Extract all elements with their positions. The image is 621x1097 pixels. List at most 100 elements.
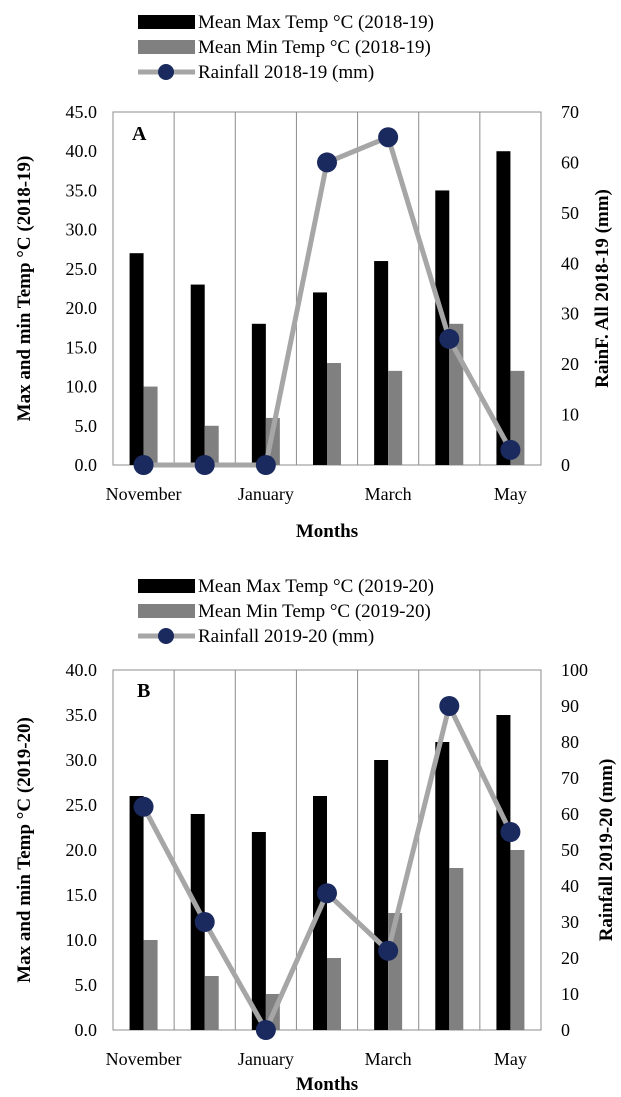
- x-axis-title: Months: [296, 1074, 358, 1095]
- max-temp-bar: [251, 832, 266, 1030]
- x-tick-label: May: [494, 1049, 527, 1069]
- y2-tick-label: 10: [561, 984, 579, 1004]
- x-tick-label: November: [106, 484, 182, 504]
- rainfall-point: [255, 455, 276, 475]
- y-tick-label: 35.0: [66, 180, 98, 200]
- min-temp-bar: [388, 370, 403, 465]
- y-tick-label: 10.0: [66, 377, 98, 397]
- legend-swatch: [138, 15, 195, 29]
- legend-swatch: [138, 604, 195, 618]
- min-temp-bar: [143, 940, 158, 1030]
- max-temp-bar: [496, 151, 511, 465]
- y2-axis-title: RainF. All 2018-19 (mm): [592, 189, 613, 388]
- y2-tick-label: 40: [561, 876, 579, 896]
- max-temp-bar: [435, 742, 450, 1030]
- y-tick-label: 0.0: [75, 1020, 98, 1040]
- max-temp-bar: [129, 796, 144, 1030]
- rainfall-point: [439, 696, 460, 716]
- y-tick-label: 35.0: [66, 705, 98, 725]
- rainfall-point: [378, 127, 399, 148]
- y-tick-label: 30.0: [66, 220, 98, 240]
- max-temp-bar: [496, 715, 511, 1030]
- max-temp-bar: [435, 190, 450, 465]
- y-tick-label: 30.0: [66, 750, 98, 770]
- y-tick-label: 5.0: [75, 416, 98, 436]
- chart-panel-a: 0.0 5.0 10.0 15.0 20.0 25.0 30.0 35.0 40.0 45.0 0 1…: [14, 12, 613, 542]
- y2-tick-label: 70: [561, 102, 579, 122]
- y-tick-label: 20.0: [66, 298, 98, 318]
- min-temp-bar: [204, 425, 219, 465]
- y-tick-label: 15.0: [66, 337, 98, 357]
- y2-tick-label: 80: [561, 732, 579, 752]
- min-temp-bar: [204, 976, 219, 1030]
- legend-label: Mean Min Temp °C (2019-20): [198, 601, 431, 622]
- rainfall-point: [133, 455, 154, 475]
- x-tick-label: May: [494, 484, 527, 504]
- y2-tick-label: 0: [561, 455, 570, 475]
- rainfall-point: [194, 455, 215, 475]
- legend-label: Mean Max Temp °C (2018-19): [198, 12, 434, 33]
- y-tick-label: 5.0: [75, 975, 98, 995]
- rainfall-point: [255, 1020, 276, 1040]
- y-tick-label: 25.0: [66, 259, 98, 279]
- rainfall-point: [317, 152, 337, 173]
- max-temp-bar: [374, 261, 389, 465]
- panel-label: A: [132, 123, 147, 145]
- max-temp-bar: [313, 292, 327, 465]
- min-temp-bar: [327, 363, 341, 465]
- min-temp-bar: [143, 386, 158, 465]
- y-tick-label: 40.0: [66, 660, 98, 680]
- min-temp-bar: [327, 958, 341, 1030]
- y-tick-label: 40.0: [66, 141, 98, 161]
- y2-tick-label: 100: [561, 660, 588, 680]
- y2-tick-label: 20: [561, 354, 579, 374]
- y-axis-title: Max and min Temp °C (2019-20): [14, 717, 35, 983]
- rainfall-point: [439, 328, 460, 349]
- y2-tick-label: 0: [561, 1020, 570, 1040]
- y2-tick-label: 30: [561, 912, 579, 932]
- y-tick-label: 10.0: [66, 930, 98, 950]
- max-temp-bar: [374, 760, 389, 1030]
- legend-swatch: [138, 40, 195, 54]
- legend-label: Rainfall 2019-20 (mm): [198, 626, 374, 647]
- y2-tick-label: 70: [561, 768, 579, 788]
- y2-tick-label: 90: [561, 696, 579, 716]
- legend-label: Mean Min Temp °C (2018-19): [198, 37, 431, 58]
- y2-axis-title: Rainfall 2019-20 (mm): [596, 759, 617, 942]
- rainfall-point: [500, 822, 521, 842]
- y2-tick-label: 60: [561, 152, 579, 172]
- min-temp-bar: [510, 850, 525, 1030]
- y-tick-label: 20.0: [66, 840, 98, 860]
- legend-label: Rainfall 2018-19 (mm): [198, 62, 374, 83]
- y2-tick-label: 40: [561, 253, 579, 273]
- legend-label: Mean Max Temp °C (2019-20): [198, 576, 434, 597]
- y-axis-title: Max and min Temp °C (2018-19): [14, 156, 35, 422]
- x-tick-label: March: [365, 484, 412, 504]
- legend: Mean Max Temp °C (2018-19) Mean Min Temp …: [138, 12, 434, 83]
- chart-panel-b: 0.0 5.0 10.0 15.0 20.0 25.0 30.0 35.0 40.0 0 10 20 3…: [14, 576, 617, 1095]
- rainfall-point: [500, 439, 521, 460]
- rainfall-point: [194, 912, 215, 932]
- legend: Mean Max Temp °C (2019-20) Mean Min Temp …: [138, 576, 434, 647]
- rainfall-point: [133, 796, 154, 817]
- y-tick-label: 25.0: [66, 795, 98, 815]
- y2-tick-label: 20: [561, 948, 579, 968]
- rainfall-point: [378, 940, 399, 961]
- y2-tick-label: 30: [561, 304, 579, 324]
- legend-marker: [158, 628, 174, 644]
- legend-swatch: [138, 579, 195, 593]
- rainfall-point: [317, 883, 337, 904]
- max-temp-bar: [129, 253, 144, 465]
- min-temp-bar: [449, 868, 464, 1030]
- y-tick-label: 45.0: [66, 102, 98, 122]
- y2-tick-label: 10: [561, 405, 579, 425]
- panel-label: B: [137, 680, 150, 702]
- y-tick-label: 0.0: [75, 455, 98, 475]
- legend-marker: [158, 64, 174, 80]
- y-tick-label: 15.0: [66, 885, 98, 905]
- max-temp-bar: [251, 323, 266, 465]
- max-temp-bar: [190, 284, 205, 465]
- x-tick-label: January: [238, 1049, 294, 1069]
- x-tick-label: November: [106, 1049, 182, 1069]
